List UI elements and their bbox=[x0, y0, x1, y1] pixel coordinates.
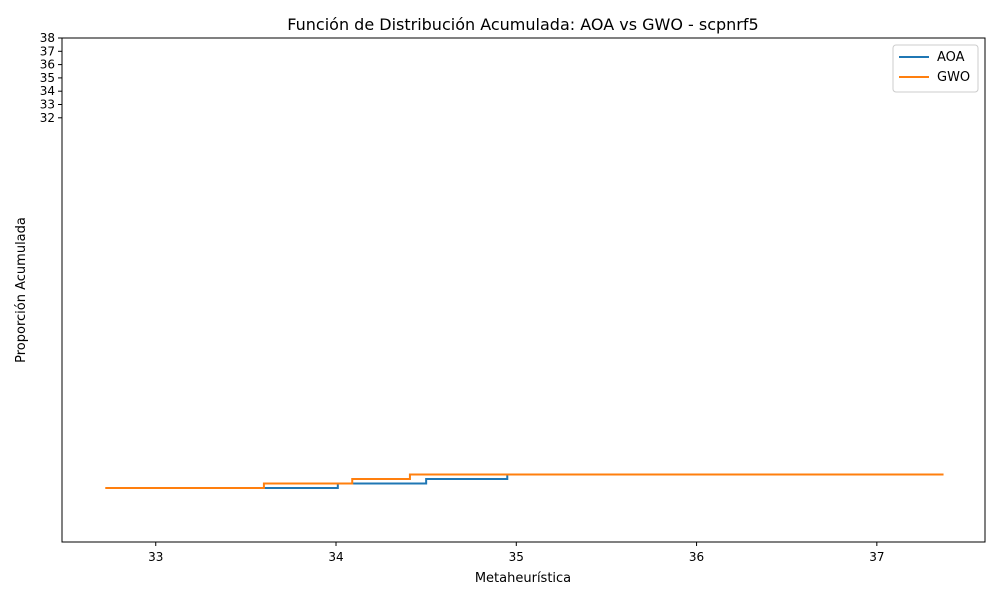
x-tick-label: 33 bbox=[148, 550, 163, 564]
series-line-gwo bbox=[105, 473, 944, 489]
y-tick-label: 32 bbox=[40, 111, 55, 125]
legend: AOA GWO bbox=[892, 44, 979, 93]
series-layer bbox=[105, 473, 944, 489]
axes-frame bbox=[61, 37, 986, 543]
y-tick-label: 38 bbox=[40, 31, 55, 45]
x-axis-ticks: 33 34 35 36 37 bbox=[148, 542, 884, 564]
y-axis-label: Proporción Acumulada bbox=[14, 217, 29, 363]
x-tick-label: 35 bbox=[509, 550, 524, 564]
x-tick-label: 37 bbox=[869, 550, 884, 564]
chart-title: Función de Distribución Acumulada: AOA v… bbox=[287, 15, 758, 34]
x-axis-label: Metaheurística bbox=[475, 571, 571, 586]
x-tick-label: 34 bbox=[328, 550, 343, 564]
legend-label-aoa: AOA bbox=[937, 50, 965, 65]
y-tick-label: 35 bbox=[40, 71, 55, 85]
legend-label-gwo: GWO bbox=[937, 70, 970, 85]
y-tick-label: 33 bbox=[40, 98, 55, 112]
y-tick-label: 36 bbox=[40, 58, 55, 72]
x-tick-label: 36 bbox=[689, 550, 704, 564]
y-tick-label: 34 bbox=[40, 84, 55, 98]
y-tick-label: 37 bbox=[40, 44, 55, 58]
